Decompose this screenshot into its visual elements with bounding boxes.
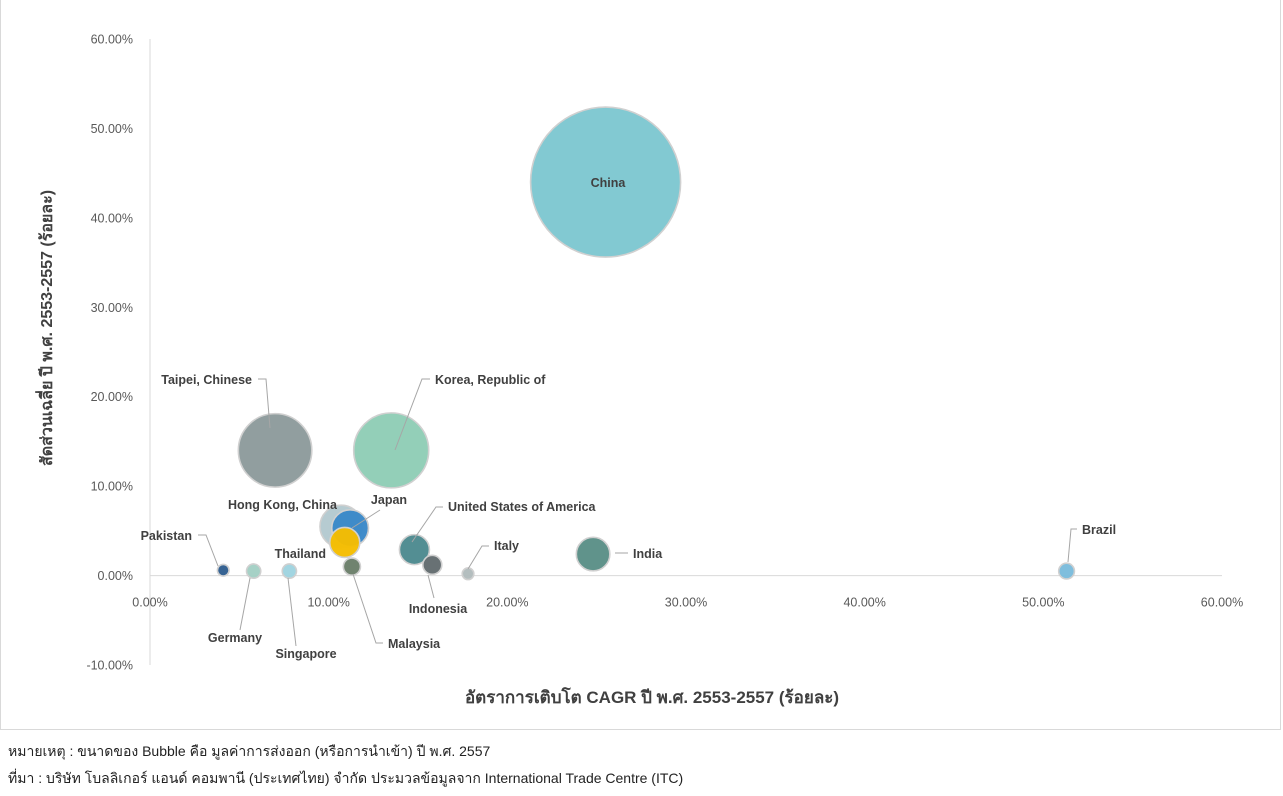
leader-line-korea-republic-of — [394, 378, 430, 451]
data-label-brazil: Brazil — [1082, 523, 1116, 537]
bubble-singapore — [281, 563, 298, 580]
chart-source: ที่มา : บริษัท โบลลิเกอร์ แอนด์ คอมพานี … — [8, 770, 684, 786]
x-tick-label: 60.00% — [1201, 596, 1243, 610]
bubble-germany — [245, 563, 262, 580]
data-label-china: China — [591, 176, 627, 190]
bubble-china — [529, 106, 682, 258]
x-tick-label: 0.00% — [132, 596, 167, 610]
y-tick-label: 20.00% — [91, 390, 133, 404]
y-axis-title: สัดส่วนเฉลี่ย ปี พ.ศ. 2553-2557 (ร้อยละ) — [35, 190, 56, 466]
bubble-brazil — [1057, 562, 1076, 580]
x-tick-label: 40.00% — [843, 596, 885, 610]
x-axis-title: อัตราการเติบโต CAGR ปี พ.ศ. 2553-2557 (ร… — [465, 687, 839, 707]
data-label-thailand: Thailand — [275, 547, 326, 561]
leader-line-japan — [351, 509, 381, 529]
data-label-hong-kong-china: Hong Kong, China — [228, 498, 338, 512]
data-label-malaysia: Malaysia — [388, 637, 441, 651]
leader-line-singapore — [287, 577, 297, 647]
data-label-japan: Japan — [371, 493, 407, 507]
y-tick-label: 0.00% — [98, 569, 133, 583]
y-tick-label: 40.00% — [91, 211, 133, 225]
bubble-chart: 0.00% 10.00% 20.00% 30.00% 40.00% 50.00% 60.00… — [35, 33, 1243, 708]
data-label-italy: Italy — [494, 539, 519, 553]
bubble-italy — [461, 567, 475, 581]
leader-line-pakistan — [198, 534, 219, 567]
bubble-taipei-chinese — [237, 412, 313, 488]
leader-line-united-states-of-america — [411, 506, 443, 543]
bubble-korea-republic-of — [352, 412, 430, 489]
data-label-germany: Germany — [208, 631, 262, 645]
y-tick-label: -10.00% — [86, 659, 133, 673]
data-label-korea-republic-of: Korea, Republic of — [435, 373, 546, 387]
chart-frame — [0, 0, 1281, 730]
leader-line-indonesia — [427, 574, 435, 599]
x-tick-label: 10.00% — [307, 596, 349, 610]
y-tick-label: 60.00% — [91, 33, 133, 47]
x-tick-label: 50.00% — [1022, 596, 1064, 610]
leader-line-germany — [239, 577, 251, 631]
chart-remark: หมายเหตุ : ขนาดของ Bubble คือ มูลค่าการส… — [8, 743, 491, 759]
y-tick-label: 10.00% — [91, 480, 133, 494]
x-tick-label: 30.00% — [665, 596, 707, 610]
bubble-indonesia — [422, 554, 443, 576]
x-tick-label: 20.00% — [486, 596, 528, 610]
leader-line-taipei-chinese — [258, 378, 271, 429]
leader-line-malaysia — [352, 573, 383, 644]
y-tick-label: 30.00% — [91, 301, 133, 315]
leader-line-brazil — [1067, 528, 1077, 563]
data-label-taipei-chinese: Taipei, Chinese — [161, 373, 252, 387]
bubble-thailand — [328, 526, 361, 559]
y-tick-label: 50.00% — [91, 122, 133, 136]
bubble-india — [575, 536, 611, 572]
bubble-pakistan — [216, 563, 230, 577]
data-label-pakistan: Pakistan — [141, 529, 192, 543]
bubble-united-states-of-america — [398, 533, 431, 566]
data-label-singapore: Singapore — [275, 647, 336, 661]
data-label-india: India — [633, 547, 663, 561]
data-label-united-states-of-america: United States of America — [448, 500, 597, 514]
leader-line-italy — [467, 545, 489, 570]
data-label-indonesia: Indonesia — [409, 602, 468, 616]
bubble-malaysia — [342, 557, 362, 576]
